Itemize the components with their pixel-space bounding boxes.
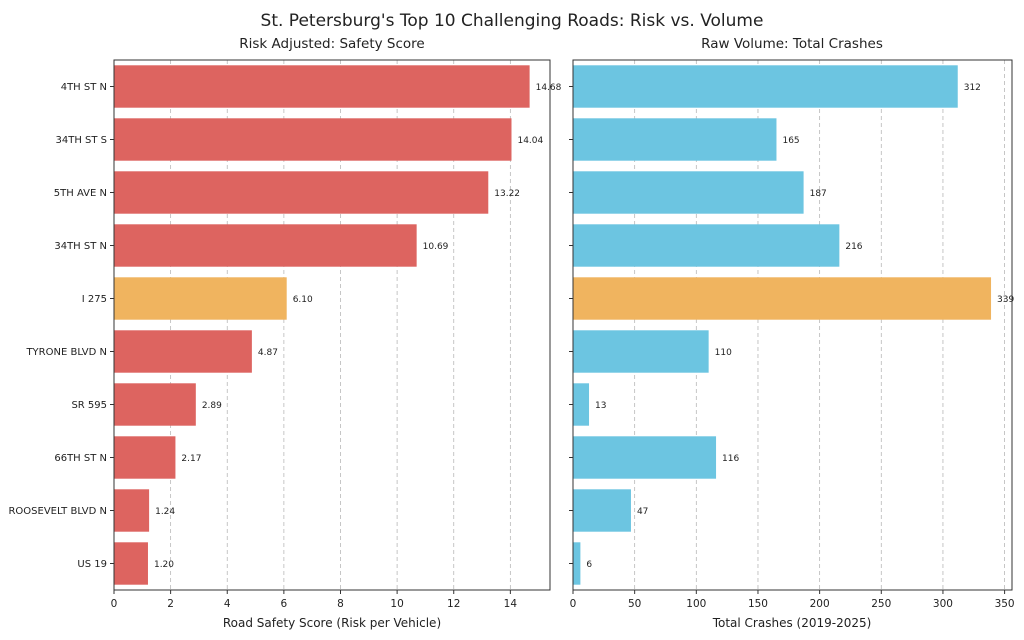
- bar: [573, 277, 992, 320]
- bar: [573, 118, 777, 161]
- panel-title-risk: Risk Adjusted: Safety Score: [239, 36, 424, 52]
- bar: [573, 383, 590, 426]
- bar: [573, 65, 958, 108]
- y-tick-label: US 19: [77, 559, 107, 570]
- plot-frame-risk: [113, 59, 551, 591]
- x-tick-label: 14: [504, 598, 518, 610]
- y-tick-label: SR 595: [71, 400, 107, 411]
- x-tick-label: 4: [224, 598, 231, 610]
- x-tick-label: 0: [570, 598, 577, 610]
- bar: [573, 330, 709, 373]
- bar: [573, 542, 581, 585]
- x-tick-label: 2: [167, 598, 174, 610]
- data-label: 187: [810, 189, 827, 199]
- y-tick-label: 34TH ST S: [55, 135, 107, 146]
- bar: [573, 489, 631, 532]
- bar: [573, 171, 804, 214]
- x-tick-label: 200: [810, 598, 830, 610]
- bar: [114, 383, 196, 426]
- bar: [114, 277, 287, 320]
- x-tick-label: 250: [871, 598, 891, 610]
- data-label: 216: [845, 242, 862, 252]
- x-tick-label: 50: [628, 598, 641, 610]
- plot-frame-volume: [572, 59, 1013, 591]
- bar: [573, 436, 717, 479]
- x-tick-label: 12: [447, 598, 460, 610]
- x-tick-label: 0: [111, 598, 118, 610]
- panel-crash-volume: Raw Volume: Total Crashes 312 165 187 216 33…: [569, 36, 1015, 630]
- bar: [114, 489, 150, 532]
- data-label: 116: [722, 454, 739, 464]
- y-tick-label: I 275: [82, 294, 107, 305]
- data-label: 10.69: [423, 242, 449, 252]
- bar: [114, 171, 489, 214]
- x-axis-label-risk: Road Safety Score (Risk per Vehicle): [223, 616, 441, 630]
- panel-risk-score: Risk Adjusted: Safety Score 14.68 14.04 13…: [8, 36, 561, 630]
- data-label: 13: [595, 401, 606, 411]
- data-label: 6: [586, 560, 592, 570]
- x-tick-label: 6: [281, 598, 288, 610]
- y-tick-label: TYRONE BLVD N: [25, 347, 107, 358]
- data-label: 1.24: [155, 507, 175, 517]
- y-tick-label: 5TH AVE N: [54, 188, 107, 199]
- data-label: 47: [637, 507, 648, 517]
- x-tick-label: 300: [933, 598, 953, 610]
- panel-title-volume: Raw Volume: Total Crashes: [701, 36, 883, 52]
- x-tick-label: 8: [337, 598, 344, 610]
- x-tick-label: 10: [390, 598, 403, 610]
- x-tick-label: 100: [686, 598, 706, 610]
- bar: [573, 224, 840, 267]
- data-label: 165: [782, 136, 799, 146]
- y-tick-label: 66TH ST N: [54, 453, 107, 464]
- chart-title: St. Petersburg's Top 10 Challenging Road…: [261, 11, 764, 31]
- bar: [114, 224, 417, 267]
- x-tick-label: 350: [995, 598, 1015, 610]
- bar: [114, 118, 512, 161]
- data-label: 2.17: [181, 454, 201, 464]
- bar: [114, 436, 176, 479]
- data-label: 6.10: [293, 295, 313, 305]
- data-label: 14.68: [536, 83, 562, 93]
- y-tick-label: 4TH ST N: [61, 82, 107, 93]
- bar: [114, 330, 252, 373]
- data-label: 110: [715, 348, 732, 358]
- data-label: 14.04: [517, 136, 543, 146]
- bar: [114, 542, 148, 585]
- bar: [114, 65, 530, 108]
- y-tick-label: ROOSEVELT BLVD N: [8, 506, 107, 517]
- data-label: 2.89: [202, 401, 222, 411]
- x-tick-label: 150: [748, 598, 768, 610]
- data-label: 339: [997, 295, 1014, 305]
- x-axis-label-volume: Total Crashes (2019-2025): [712, 616, 872, 630]
- data-label: 4.87: [258, 348, 278, 358]
- data-label: 1.20: [154, 560, 174, 570]
- y-tick-label: 34TH ST N: [54, 241, 107, 252]
- data-label: 13.22: [494, 189, 520, 199]
- data-label: 312: [964, 83, 981, 93]
